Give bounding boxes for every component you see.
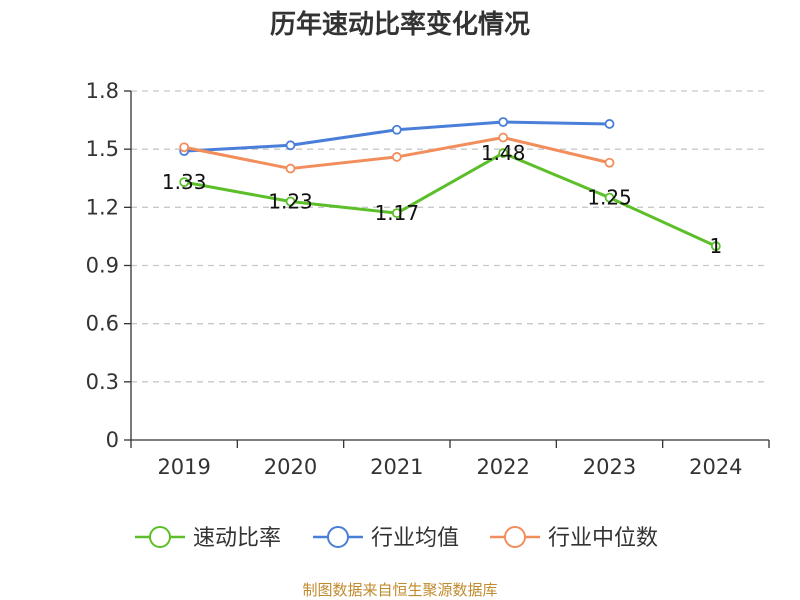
legend-label: 速动比率: [193, 526, 281, 551]
y-tick-label: 0: [106, 428, 119, 452]
y-tick-label: 1.2: [86, 195, 119, 219]
series-point-0[interactable]: [710, 241, 721, 252]
data-labels: 1.33 1.23 1.17 1.48 1.25 1: [162, 141, 722, 258]
x-tick-label: 2022: [476, 455, 529, 479]
series-point-2[interactable]: [604, 157, 615, 168]
legend-item[interactable]: 行业均值: [313, 526, 459, 551]
series-point-1[interactable]: [391, 124, 402, 135]
series-point-0[interactable]: [604, 192, 615, 203]
series-point-2[interactable]: [179, 142, 190, 153]
y-tick-label: 1.5: [86, 137, 119, 161]
series-point-2[interactable]: [498, 132, 509, 143]
series-point-0[interactable]: [285, 196, 296, 207]
series-point-1[interactable]: [285, 140, 296, 151]
series-point-0[interactable]: [498, 148, 509, 158]
series-group: [179, 117, 721, 252]
data-label: 1.17: [375, 201, 420, 225]
x-tick-label: 2020: [264, 455, 317, 479]
series-point-1[interactable]: [498, 117, 509, 127]
legend-marker: [504, 526, 526, 548]
grid: [131, 90, 769, 383]
legend-item[interactable]: 速动比率: [135, 526, 281, 551]
axes: 0 0.3 0.6 0.9 1.2 1.5 1.8 2019 2020 2021 2022 2023 2…: [86, 79, 770, 479]
chart-title: 历年速动比率变化情况: [270, 9, 530, 40]
legend[interactable]: 速动比率 行业均值 行业中位数: [135, 526, 658, 551]
x-tick-label: 2019: [157, 455, 210, 479]
y-tick-label: 0.3: [86, 370, 119, 394]
data-label: 1.25: [587, 186, 632, 210]
series-point-2[interactable]: [285, 163, 296, 174]
y-tick-label: 0.6: [86, 312, 119, 336]
legend-label: 行业均值: [371, 526, 459, 551]
data-label: 1.33: [162, 170, 207, 194]
x-tick-label: 2024: [689, 455, 742, 479]
source-note: 制图数据来自恒生聚源数据库: [302, 581, 497, 599]
series-point-0[interactable]: [179, 177, 190, 188]
series-line-0: [183, 151, 717, 248]
legend-marker: [149, 526, 171, 548]
series-point-1[interactable]: [604, 119, 615, 129]
data-label: 1: [709, 234, 722, 258]
legend-marker: [327, 526, 349, 548]
series-point-2[interactable]: [391, 152, 402, 162]
y-tick-label: 0.9: [86, 254, 119, 278]
y-tick-label: 1.8: [86, 79, 119, 103]
data-label: 1.48: [481, 141, 526, 165]
legend-item[interactable]: 行业中位数: [490, 526, 658, 551]
x-tick-label: 2023: [583, 455, 636, 479]
legend-label: 行业中位数: [548, 526, 658, 551]
data-label: 1.23: [268, 190, 313, 214]
x-tick-label: 2021: [370, 455, 423, 479]
series-point-0[interactable]: [391, 208, 402, 219]
